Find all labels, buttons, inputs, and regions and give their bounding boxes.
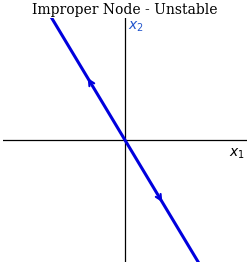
Title: Improper Node - Unstable: Improper Node - Unstable: [32, 3, 218, 17]
Text: $x_1$: $x_1$: [230, 147, 245, 161]
Text: $x_2$: $x_2$: [128, 20, 144, 34]
